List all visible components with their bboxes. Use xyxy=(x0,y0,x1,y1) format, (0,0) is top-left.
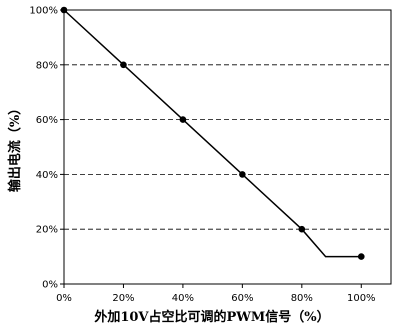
data-point xyxy=(179,116,187,123)
y-tick-label: 0% xyxy=(42,280,58,291)
y-tick-label: 20% xyxy=(36,225,58,236)
series-markers xyxy=(60,6,365,260)
y-tick-label: 80% xyxy=(36,60,58,71)
x-axis-title: 外加10V占空比可调的PWM信号（%） xyxy=(93,309,329,325)
data-point xyxy=(60,6,68,14)
data-point xyxy=(357,253,365,260)
gridlines xyxy=(64,64,391,230)
y-tick-label: 40% xyxy=(36,170,58,181)
plot-area xyxy=(63,9,392,285)
x-tick-label: 60% xyxy=(231,293,253,304)
x-tick-label: 80% xyxy=(291,293,313,304)
data-point xyxy=(239,171,246,178)
x-tick-label: 20% xyxy=(112,293,134,304)
x-axis-ticks: 0% 20% 40% 60% 80% 100% xyxy=(56,284,376,304)
data-point xyxy=(120,61,127,69)
x-tick-label: 0% xyxy=(56,293,72,304)
x-tick-label: 100% xyxy=(347,293,376,304)
y-axis-title: 输出电流（%） xyxy=(7,102,23,192)
y-tick-label: 60% xyxy=(36,115,58,126)
y-axis-ticks: 0% 20% 40% 60% 80% 100% xyxy=(29,6,64,291)
data-point xyxy=(298,225,306,233)
y-tick-label: 100% xyxy=(29,6,58,17)
x-tick-label: 40% xyxy=(172,293,194,304)
